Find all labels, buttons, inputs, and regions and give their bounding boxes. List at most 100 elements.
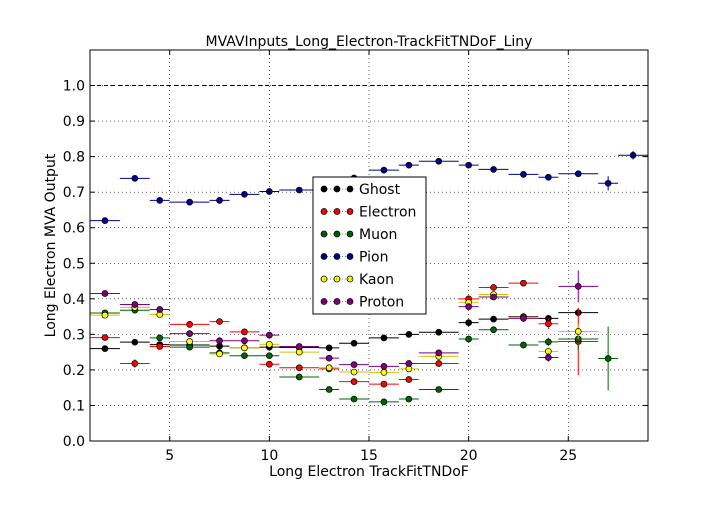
data-point bbox=[350, 361, 358, 368]
x-tick-label: 25 bbox=[559, 448, 577, 464]
legend-label: Ghost bbox=[359, 182, 401, 198]
data-point bbox=[435, 328, 443, 336]
data-point bbox=[380, 398, 388, 406]
data-point bbox=[350, 339, 358, 347]
legend-label: Electron bbox=[359, 205, 416, 221]
legend-marker bbox=[346, 253, 354, 260]
x-tick-label: 20 bbox=[460, 448, 478, 464]
legend-marker bbox=[346, 230, 354, 238]
data-point bbox=[490, 315, 497, 323]
legend-item-proton: Proton bbox=[320, 295, 404, 311]
data-point bbox=[545, 338, 552, 346]
legend-item-ghost: Ghost bbox=[320, 182, 401, 198]
series-kaon bbox=[90, 291, 599, 376]
data-point bbox=[266, 352, 273, 360]
data-point bbox=[465, 319, 472, 326]
data-point bbox=[266, 331, 273, 339]
data-point bbox=[101, 217, 109, 224]
data-point bbox=[545, 320, 552, 328]
data-point bbox=[241, 344, 248, 352]
data-point bbox=[520, 279, 527, 287]
legend-item-electron: Electron bbox=[320, 205, 416, 221]
data-point bbox=[574, 283, 582, 290]
legend-box bbox=[312, 176, 427, 315]
legend-marker bbox=[346, 208, 354, 215]
data-point bbox=[295, 373, 303, 381]
data-point bbox=[604, 179, 612, 187]
legend: Ghost Electron Muon Pion Kaon Proton bbox=[312, 176, 427, 315]
y-tick-label: 0.4 bbox=[63, 292, 85, 308]
data-point bbox=[295, 186, 303, 194]
y-tick-label: 1.0 bbox=[63, 79, 85, 95]
data-point bbox=[380, 380, 388, 388]
data-point bbox=[520, 315, 527, 322]
data-point bbox=[131, 301, 139, 308]
data-point bbox=[216, 318, 223, 325]
legend-item-muon: Muon bbox=[320, 227, 397, 243]
y-tick-label: 0.6 bbox=[63, 221, 85, 237]
data-point bbox=[490, 166, 497, 173]
data-point bbox=[101, 290, 109, 297]
data-point bbox=[325, 364, 333, 372]
legend-marker bbox=[346, 275, 354, 283]
data-point bbox=[380, 363, 388, 370]
x-axis-label: Long Electron TrackFitTNDoF bbox=[269, 464, 469, 480]
series-group bbox=[90, 150, 648, 406]
data-point bbox=[131, 174, 139, 182]
data-point bbox=[186, 338, 193, 345]
data-point bbox=[325, 344, 333, 352]
data-point bbox=[435, 349, 443, 357]
data-point bbox=[186, 343, 193, 351]
data-point bbox=[101, 311, 109, 319]
data-point bbox=[295, 348, 303, 356]
data-point bbox=[574, 170, 582, 178]
data-point bbox=[435, 386, 443, 393]
data-point bbox=[266, 360, 273, 368]
data-point bbox=[435, 157, 443, 165]
data-point bbox=[101, 334, 109, 341]
data-point bbox=[490, 293, 497, 301]
y-tick-label: 0.5 bbox=[63, 256, 85, 272]
y-tick-label: 0.0 bbox=[63, 434, 85, 450]
data-point bbox=[101, 345, 109, 352]
y-axis-label: Long Electron MVA Output bbox=[43, 153, 59, 337]
ticks: 5 10 15 20 25 0.0 0.1 0.2 0.3 0.4 0.5 0.6 0.7 0.8 0.9 1… bbox=[63, 50, 648, 464]
data-point bbox=[350, 395, 358, 403]
legend-marker bbox=[346, 298, 354, 305]
data-point bbox=[520, 171, 527, 178]
data-point bbox=[325, 354, 333, 362]
data-point bbox=[405, 331, 413, 338]
data-point bbox=[380, 369, 388, 376]
chart-title: MVAVInputs_Long_Electron-TrackFitTNDoF_L… bbox=[206, 34, 533, 50]
data-point bbox=[325, 386, 333, 393]
y-tick-label: 0.8 bbox=[63, 150, 85, 166]
data-point bbox=[156, 343, 164, 350]
data-point bbox=[545, 173, 552, 181]
y-tick-label: 0.7 bbox=[63, 185, 85, 201]
data-point bbox=[241, 337, 248, 345]
series-proton bbox=[90, 270, 599, 370]
data-point bbox=[490, 326, 497, 334]
data-point bbox=[295, 364, 303, 372]
data-point bbox=[186, 321, 193, 328]
data-point bbox=[405, 360, 413, 367]
x-tick-label: 5 bbox=[165, 448, 174, 464]
data-point bbox=[545, 354, 552, 361]
data-point bbox=[216, 350, 223, 358]
data-point bbox=[604, 355, 612, 362]
data-point bbox=[216, 197, 223, 204]
data-point bbox=[465, 335, 472, 343]
data-point bbox=[241, 328, 248, 336]
legend-label: Kaon bbox=[359, 272, 394, 288]
data-point bbox=[465, 303, 472, 310]
legend-item-pion: Pion bbox=[320, 250, 388, 266]
data-point bbox=[350, 368, 358, 376]
legend-item-kaon: Kaon bbox=[320, 272, 394, 288]
data-point bbox=[435, 360, 443, 367]
x-tick-label: 15 bbox=[360, 448, 378, 464]
data-point bbox=[186, 330, 193, 338]
x-tick-label: 10 bbox=[260, 448, 278, 464]
legend-label: Pion bbox=[359, 250, 388, 266]
data-point bbox=[186, 198, 193, 206]
